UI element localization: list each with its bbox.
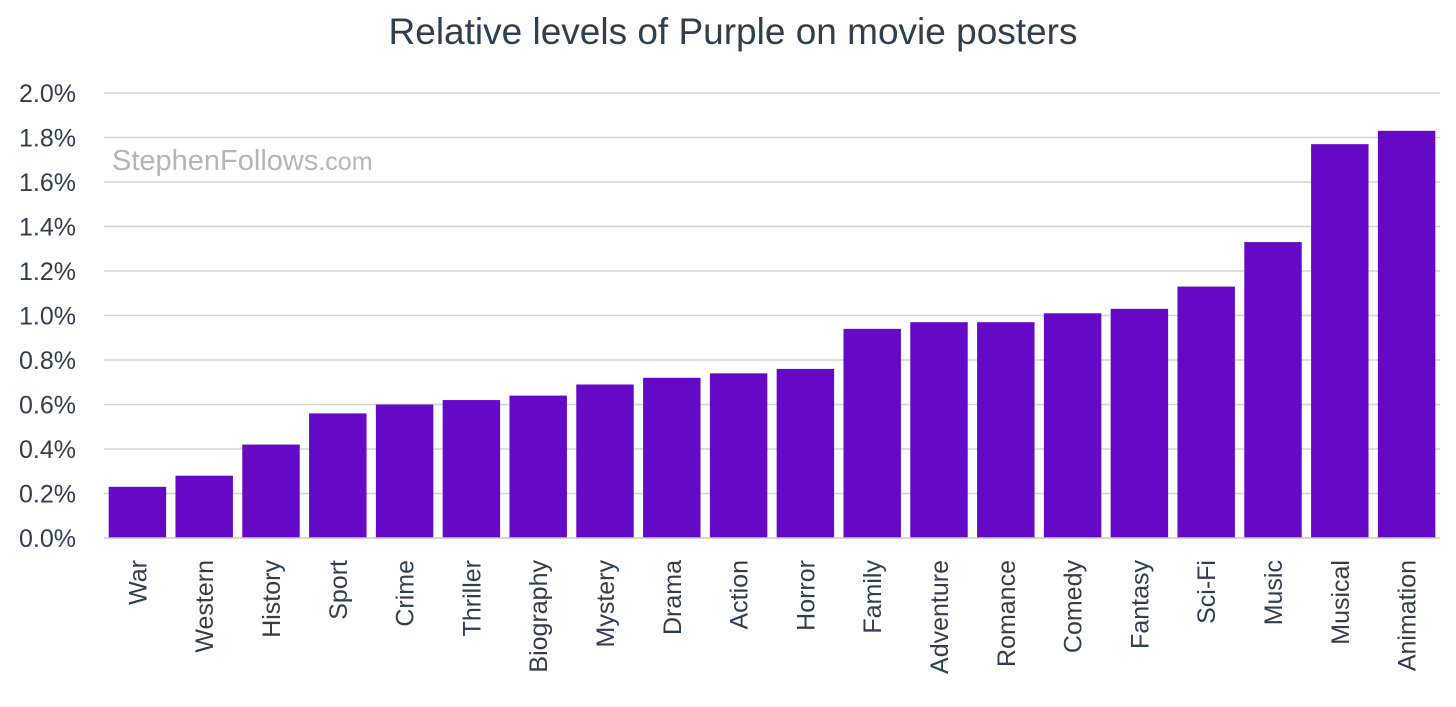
bar-animation xyxy=(1377,130,1436,538)
bar-family xyxy=(843,328,901,538)
x-category-label: Romance xyxy=(993,560,1021,667)
x-category-label: Music xyxy=(1260,560,1288,625)
y-tick-label: 1.0% xyxy=(19,303,76,331)
x-category-label: Horror xyxy=(792,560,820,631)
bar-musical xyxy=(1311,144,1369,539)
x-category-label: Family xyxy=(859,560,887,634)
x-category-label: Western xyxy=(191,560,219,653)
x-category-label: Adventure xyxy=(926,560,954,674)
y-tick-label: 0.0% xyxy=(19,525,76,553)
x-category-label: Action xyxy=(726,560,754,629)
y-tick-label: 1.8% xyxy=(19,125,76,153)
bar-mystery xyxy=(576,384,634,538)
bar-fantasy xyxy=(1110,308,1169,538)
watermark: StephenFollows.com xyxy=(112,145,373,177)
x-category-label: History xyxy=(258,560,286,638)
y-tick-label: 2.0% xyxy=(19,80,76,108)
y-tick-label: 1.4% xyxy=(19,214,76,242)
x-category-label: Comedy xyxy=(1060,560,1088,654)
x-category-label: Fantasy xyxy=(1126,560,1154,649)
bar-romance xyxy=(977,322,1035,538)
bar-comedy xyxy=(1043,313,1102,538)
y-tick-label: 0.2% xyxy=(19,481,76,509)
x-category-label: Crime xyxy=(392,560,420,627)
bar-music xyxy=(1244,242,1302,538)
bar-biography xyxy=(509,395,567,538)
x-category-label: Drama xyxy=(659,560,687,635)
y-tick-label: 1.2% xyxy=(19,258,76,286)
y-axis-tick-labels: 0.0% 0.2% 0.4% 0.6% 0.8% 1.0% 1.2% 1.4% 1.6% 1.8%… xyxy=(19,80,76,553)
bar-action xyxy=(709,373,768,538)
bar-history xyxy=(242,444,300,538)
bars xyxy=(108,130,1436,539)
x-axis-category-labels: War Western History Sport Crime Thriller Biogr… xyxy=(124,560,1421,674)
x-category-label: Animation xyxy=(1394,560,1422,671)
bar-war xyxy=(108,486,167,538)
bar-sci-fi xyxy=(1177,286,1235,538)
x-category-label: Mystery xyxy=(592,560,620,648)
watermark-brand: StephenFollows xyxy=(112,145,318,177)
bar-western xyxy=(175,475,233,538)
y-tick-label: 0.8% xyxy=(19,347,76,375)
x-category-label: Biography xyxy=(525,560,553,673)
x-category-label: Musical xyxy=(1327,560,1355,645)
bar-thriller xyxy=(442,400,501,538)
x-category-label: War xyxy=(124,560,152,605)
watermark-domain: .com xyxy=(318,148,372,176)
bar-adventure xyxy=(910,322,968,538)
x-category-label: Sport xyxy=(325,560,353,620)
y-tick-label: 0.4% xyxy=(19,436,76,464)
bar-drama xyxy=(643,377,701,538)
bar-sport xyxy=(309,413,367,538)
y-tick-label: 1.6% xyxy=(19,169,76,197)
y-tick-label: 0.6% xyxy=(19,392,76,420)
x-category-label: Thriller xyxy=(458,560,486,636)
bar-crime xyxy=(375,404,434,538)
chart-title: Relative levels of Purple on movie poste… xyxy=(389,11,1078,52)
x-category-label: Sci-Fi xyxy=(1193,560,1221,624)
bar-horror xyxy=(776,368,835,538)
